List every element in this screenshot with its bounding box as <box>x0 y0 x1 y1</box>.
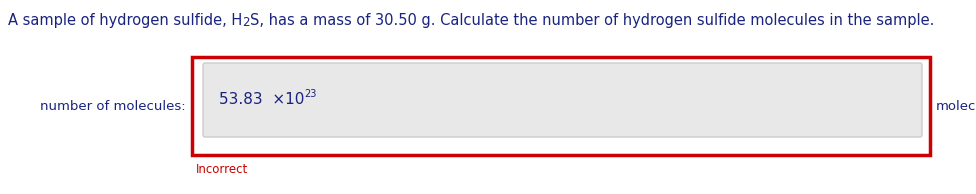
Text: 53.83  ×10: 53.83 ×10 <box>219 93 305 107</box>
Text: 23: 23 <box>305 89 317 99</box>
FancyBboxPatch shape <box>203 63 922 137</box>
Bar <box>192 57 930 155</box>
Text: Incorrect: Incorrect <box>196 163 248 176</box>
Text: molecules: molecules <box>936 100 976 113</box>
Text: A sample of hydrogen sulfide, H: A sample of hydrogen sulfide, H <box>8 13 242 28</box>
Text: S, has a mass of 30.50 g. Calculate the number of hydrogen sulfide molecules in : S, has a mass of 30.50 g. Calculate the … <box>250 13 934 28</box>
Text: number of molecules:: number of molecules: <box>40 100 186 113</box>
Text: 2: 2 <box>242 16 250 29</box>
